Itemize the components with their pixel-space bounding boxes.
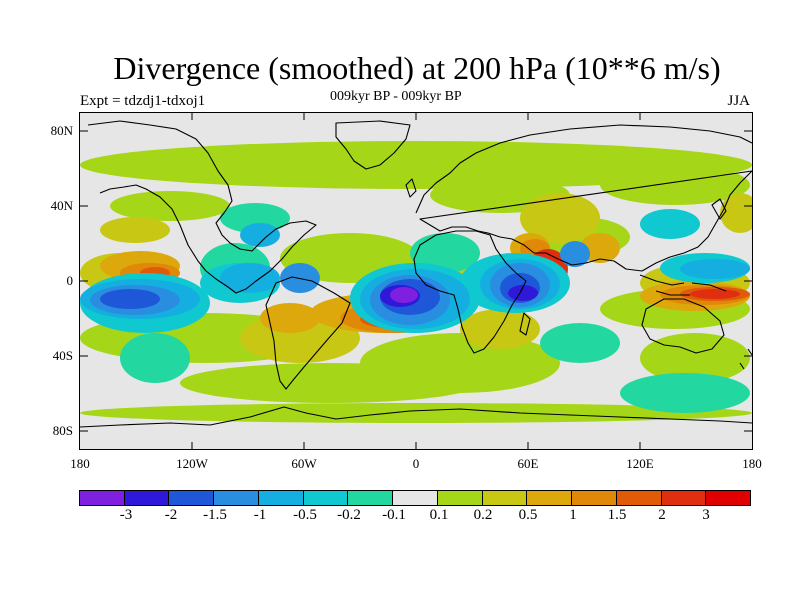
lon-label-180e: 180 [742,456,762,471]
lon-label-180w: 180 [70,456,90,471]
contour-region [280,263,320,293]
lon-label-60w: 60W [291,456,317,471]
coastline-eurasia [415,124,752,272]
contour-region [100,217,170,243]
lon-label-120e: 120E [626,456,654,471]
contour-region [640,209,700,239]
legend-label: 0.2 [473,507,493,523]
contour-region [520,193,600,243]
coastline-new-zealand [739,348,752,370]
coastline-japan [711,198,727,220]
coastline-antarctica [80,406,752,428]
season-label: JJA [727,93,750,109]
legend-swatch [393,491,438,505]
legend-label: 3 [702,507,710,523]
lon-label-60e: 60E [517,456,539,471]
coastline-madagascar [519,312,531,336]
lon-label-120w: 120W [176,456,208,471]
coastline-australia [641,298,725,354]
legend-swatch [214,491,259,505]
contour-region [220,263,280,293]
lat-label-40n: 40N [50,198,73,213]
legend-label: -2 [164,507,178,523]
lat-label-equator: 0 [66,273,74,288]
contour-region [580,233,620,263]
legend-swatch [303,491,349,505]
lat-label-40s: 40S [52,348,73,363]
legend-label: 1.5 [607,507,627,523]
divergence-field [80,120,752,428]
plot-title: Divergence (smoothed) at 200 hPa (10**6 … [113,50,721,86]
contour-region [120,333,190,383]
legend-label: -3 [119,507,133,523]
coastline-uk [405,178,417,198]
contour-region [600,165,750,205]
legend-swatch [661,491,707,505]
color-legend [79,490,751,506]
legend-label: 0.1 [429,507,449,523]
contour-region [620,373,750,413]
legend-label: -0.5 [293,507,317,523]
legend-label: 1 [569,507,577,523]
contour-region [410,233,480,273]
contour-region [100,289,160,309]
experiment-label: Expt = tdzdj1-tdxoj1 [80,93,206,109]
contour-region [110,191,230,221]
legend-swatch [80,491,125,505]
contour-region [460,309,540,349]
coastline-south-america [265,276,351,390]
legend-swatch [348,491,394,505]
legend-swatch [527,491,573,505]
legend-label: -1.5 [203,507,227,523]
lat-label-80s: 80S [52,423,73,438]
legend-swatch [169,491,215,505]
contour-region [540,323,620,363]
coastline-greenland [335,120,411,170]
legend-swatch [616,491,662,505]
legend-swatch [258,491,304,505]
contour-region [720,193,752,233]
contour-region [260,303,320,333]
contour-region [680,259,750,279]
coastline-north-america [87,120,317,294]
contour-region [80,141,752,189]
legend-swatch [706,491,751,505]
contour-region [80,403,752,423]
legend-label: 2 [658,507,666,523]
legend-swatch [437,491,483,505]
legend-label: -0.1 [382,507,406,523]
contour-region [180,363,480,403]
contour-region [220,203,290,233]
contour-region [690,289,740,299]
divergence-map [79,112,753,450]
coastline-indonesia [639,274,727,296]
plot-subtitle: 009kyr BP - 009kyr BP [330,89,462,104]
legend-swatch [572,491,617,505]
contour-region [240,223,280,247]
legend-label: -1 [253,507,267,523]
legend-label: 0.5 [518,507,538,523]
contour-region [560,241,590,267]
contour-region [508,285,538,301]
lat-label-80n: 80N [50,123,73,138]
coastline-africa [413,230,527,354]
legend-label: -0.2 [337,507,361,523]
lon-label-0: 0 [412,456,420,471]
legend-swatch [124,491,170,505]
contour-region [390,287,418,303]
legend-swatch [482,491,528,505]
